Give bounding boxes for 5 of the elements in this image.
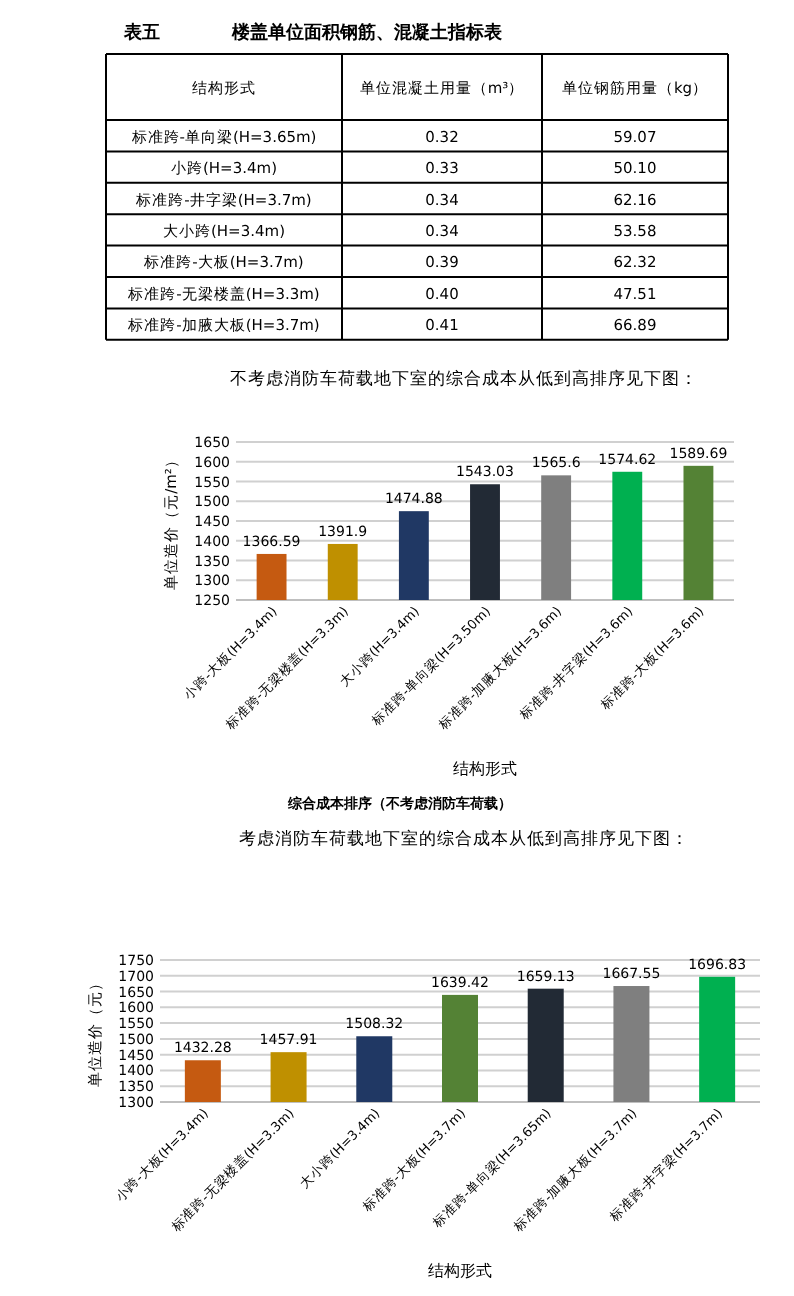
x-axis-title: 结构形式 [453, 760, 517, 778]
x-axis-title: 结构形式 [428, 1262, 492, 1280]
chart-title: 不考虑消防车荷载地下室的综合成本从低到高排序见下图： [230, 368, 698, 390]
text: 表五 楼盖单位面积钢筋、混凝土指标表 [122, 22, 504, 44]
chart-title: 考虑消防车荷载地下室的综合成本从低到高排序见下图： [239, 828, 689, 850]
